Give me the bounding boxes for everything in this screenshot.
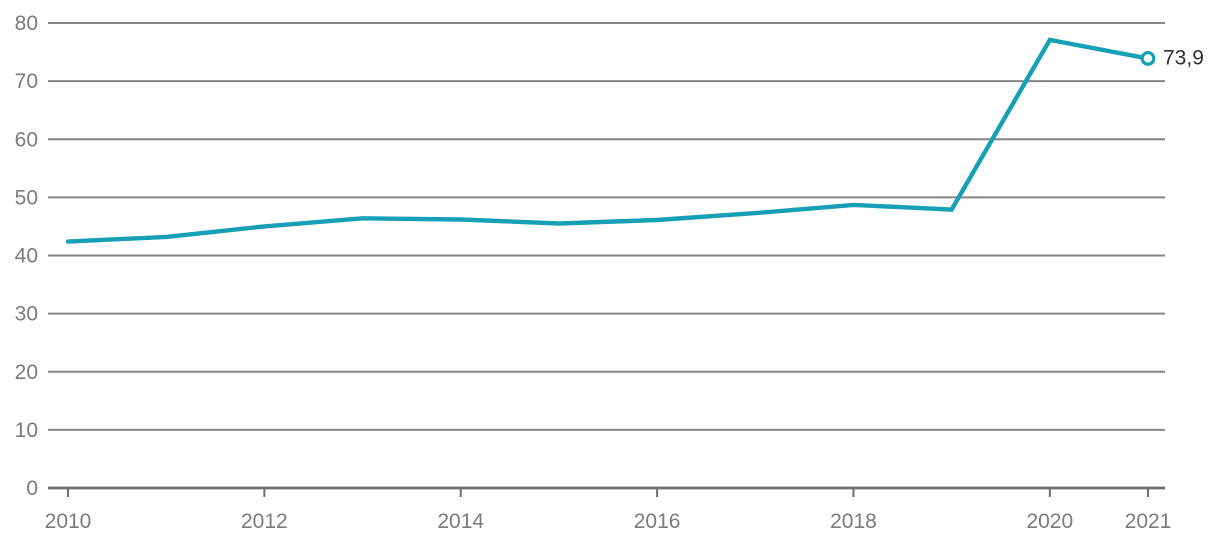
end-value-label: 73,9 (1163, 46, 1204, 70)
x-axis-tick-label: 2020 (1026, 510, 1073, 533)
last-point-marker (1140, 51, 1156, 66)
data-line (65, 37, 1151, 244)
x-axis-tick-label: 2016 (634, 510, 681, 533)
y-axis-tick-label: 0 (26, 477, 38, 500)
x-axis-tick-label: 2021 (1125, 510, 1172, 533)
y-axis-tick-label: 70 (15, 70, 38, 93)
x-axis-tick-label: 2012 (241, 510, 288, 533)
y-axis-tick-label: 10 (15, 419, 38, 442)
x-axis-tick-label: 2010 (45, 510, 92, 533)
y-axis-tick-label: 60 (15, 128, 38, 151)
y-axis-tick-label: 30 (15, 303, 38, 326)
y-axis-tick-label: 50 (15, 186, 38, 209)
x-axis-tick-label: 2018 (830, 510, 877, 533)
y-axis-tick-label: 20 (15, 361, 38, 384)
y-axis-tick-label: 40 (15, 245, 38, 268)
x-axis-tick-label: 2014 (437, 510, 484, 533)
y-axis-tick-label: 80 (15, 12, 38, 35)
